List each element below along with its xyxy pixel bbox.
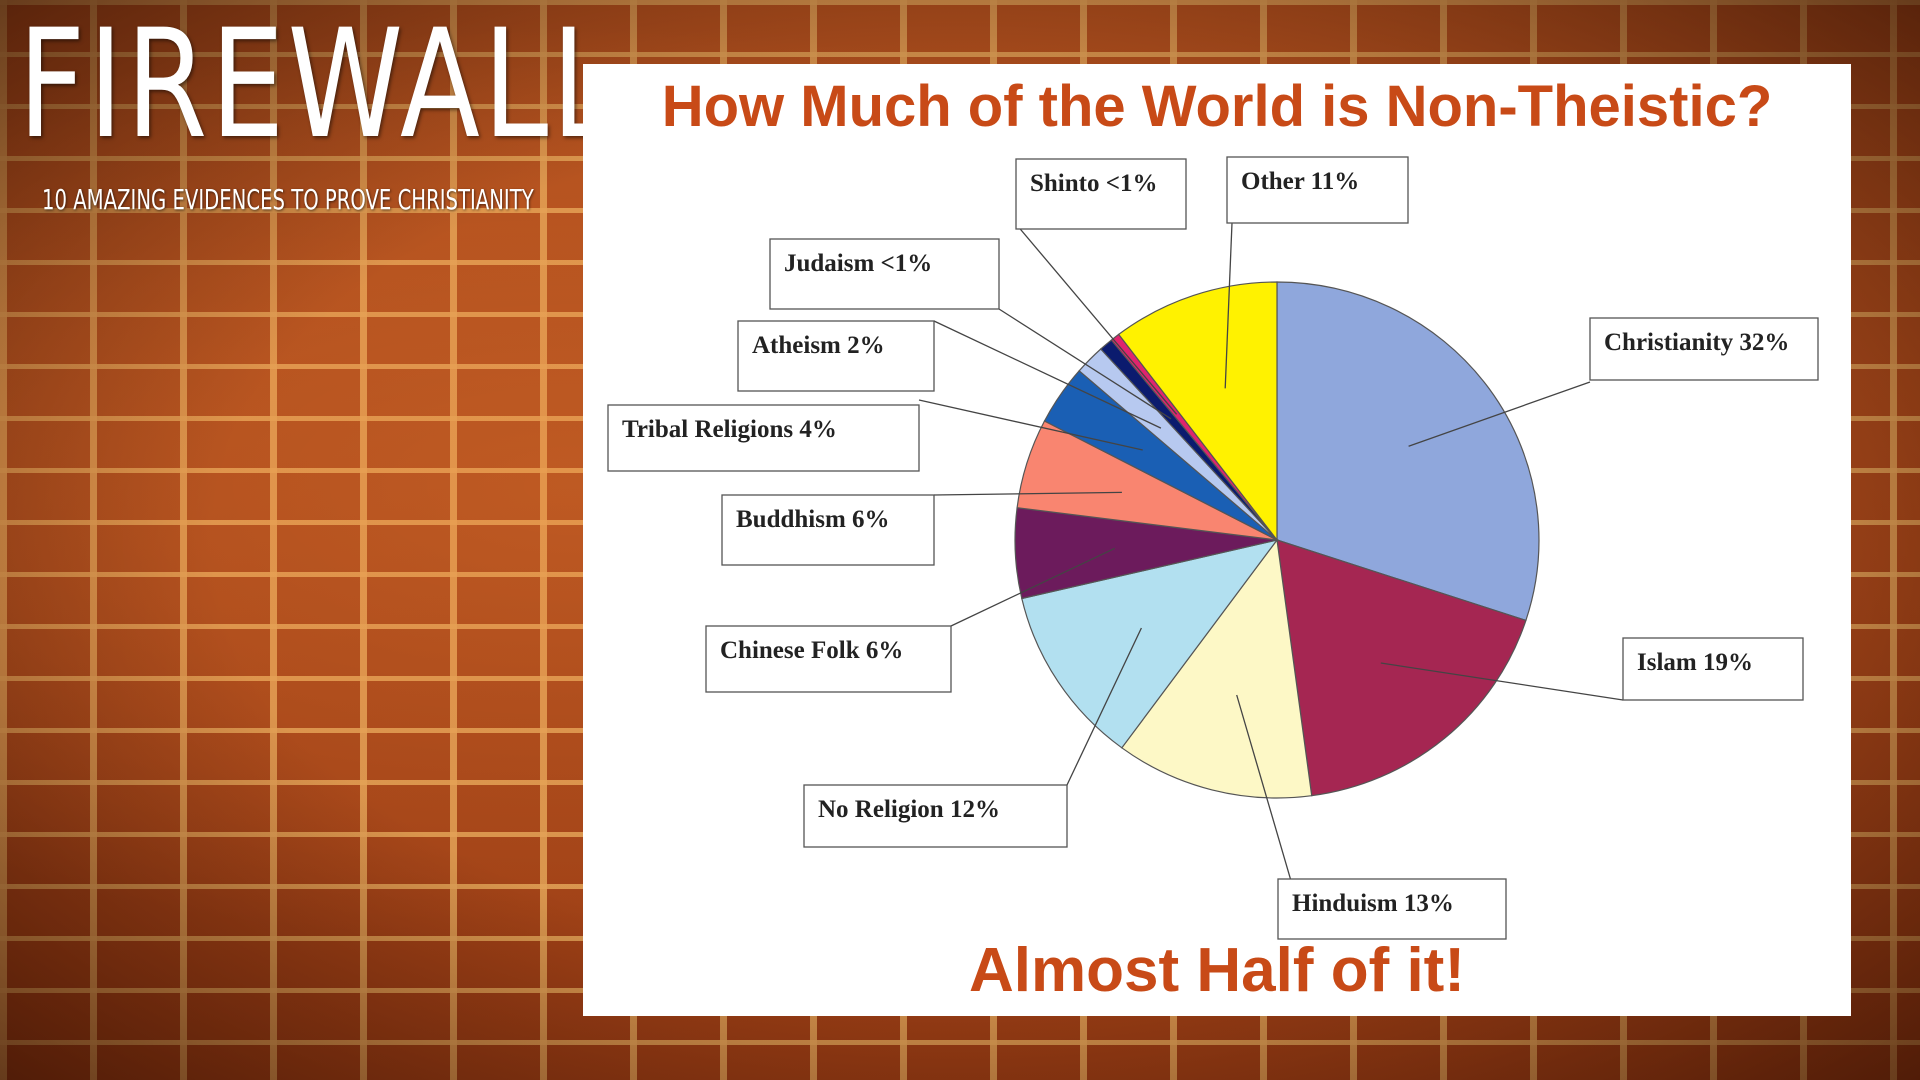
leader-line-buddhism bbox=[933, 491, 1122, 496]
label-box-no-religion bbox=[803, 784, 1068, 848]
leader-line-islam bbox=[1380, 662, 1624, 701]
brand-tagline: 10 AMAZING EVIDENCES TO PROVE CHRISTIANI… bbox=[42, 183, 534, 216]
chart-panel: How Much of the World is Non-Theistic? C… bbox=[583, 64, 1851, 1016]
leader-line-tribal-religions bbox=[918, 399, 1143, 451]
label-box-chinese-folk bbox=[705, 625, 952, 693]
brand-logo-text: FIREWALL bbox=[18, 0, 620, 172]
slice-label-shinto: Shinto <1% bbox=[1030, 170, 1157, 197]
leader-line-atheism bbox=[933, 320, 1162, 429]
leader-line-judaism bbox=[998, 308, 1172, 420]
label-box-judaism bbox=[769, 238, 1000, 310]
label-box-shinto bbox=[1015, 158, 1187, 230]
label-box-other bbox=[1226, 156, 1409, 224]
slice-label-judaism: Judaism <1% bbox=[784, 250, 932, 277]
slice-label-other: Other 11% bbox=[1241, 168, 1359, 195]
pie-slice-hinduism bbox=[1120, 538, 1313, 799]
label-box-buddhism bbox=[721, 494, 935, 566]
slice-label-buddhism: Buddhism 6% bbox=[736, 506, 890, 533]
leader-line-no-religion bbox=[1066, 627, 1142, 786]
pie-slice-christianity bbox=[1276, 281, 1540, 622]
slice-label-no-religion: No Religion 12% bbox=[818, 796, 1000, 823]
leader-line-christianity bbox=[1408, 381, 1591, 447]
slice-label-chinese-folk: Chinese Folk 6% bbox=[720, 637, 903, 664]
slice-label-islam: Islam 19% bbox=[1637, 649, 1753, 676]
label-box-islam bbox=[1622, 637, 1804, 701]
slice-label-atheism: Atheism 2% bbox=[752, 332, 885, 359]
leader-line-chinese-folk bbox=[950, 547, 1116, 627]
pie-chart: Christianity 32% Islam 19% Hinduism 13% No … bbox=[607, 156, 1819, 940]
pie-slice-no-religion bbox=[1021, 539, 1279, 749]
chart-footer: Almost Half of it! bbox=[969, 936, 1465, 1005]
label-box-tribal-religions bbox=[607, 404, 920, 472]
leader-line-other bbox=[1224, 222, 1233, 389]
chart-title: How Much of the World is Non-Theistic? bbox=[661, 74, 1773, 139]
slice-label-christianity: Christianity 32% bbox=[1604, 329, 1789, 356]
label-box-christianity bbox=[1589, 317, 1819, 381]
slice-label-tribal-religions: Tribal Religions 4% bbox=[622, 416, 837, 443]
slice-label-hinduism: Hinduism 13% bbox=[1292, 890, 1454, 917]
pie-slice-other bbox=[1117, 281, 1278, 542]
pie-slice-islam bbox=[1276, 539, 1527, 797]
label-box-atheism bbox=[737, 320, 935, 392]
leader-line-shinto bbox=[1015, 223, 1178, 415]
label-box-hinduism bbox=[1277, 878, 1507, 940]
